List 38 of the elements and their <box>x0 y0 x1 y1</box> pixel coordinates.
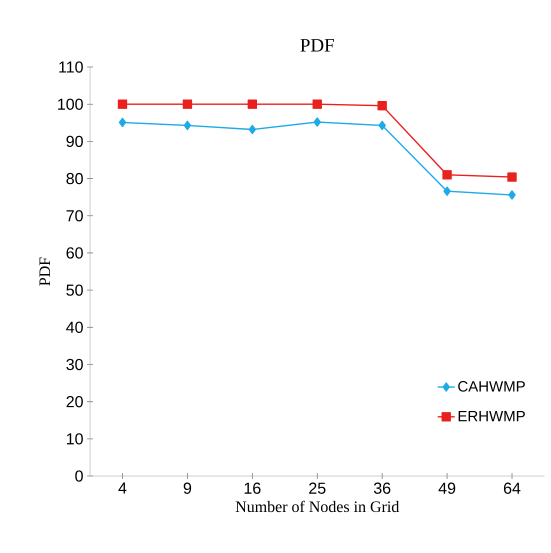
point <box>508 190 516 200</box>
point <box>182 100 192 109</box>
point <box>442 170 452 180</box>
x-tick-label: 36 <box>374 482 390 494</box>
chart-title: PDF <box>300 39 334 52</box>
y-axis-title: PDF <box>40 257 50 286</box>
legend-label: CAHWMP <box>458 381 525 392</box>
point <box>378 120 386 130</box>
x-tick-label: 4 <box>118 482 126 494</box>
legend-label: ERHWMP <box>458 410 525 422</box>
point <box>248 100 258 109</box>
y-tick-label: 20 <box>66 396 83 408</box>
y-tick-label: 100 <box>58 98 83 110</box>
x-tick-label: 49 <box>438 482 456 494</box>
y-tick-label: 0 <box>75 470 83 482</box>
y-tick-label: 70 <box>66 210 83 222</box>
x-tick-label: 16 <box>244 482 261 494</box>
x-tick-label: 64 <box>504 482 520 494</box>
point <box>314 117 321 127</box>
y-tick-label: 90 <box>66 136 83 148</box>
y-tick-label: 110 <box>59 61 83 73</box>
y-tick-label: 50 <box>66 284 83 296</box>
point <box>377 101 387 110</box>
point <box>118 118 126 128</box>
point <box>248 124 256 134</box>
point <box>312 100 322 109</box>
y-tick-label: 80 <box>66 172 83 184</box>
point <box>118 100 128 109</box>
y-tick-label: 30 <box>66 358 83 370</box>
point <box>507 172 517 182</box>
y-tick-label: 40 <box>66 322 83 333</box>
x-axis-title: Number of Nodes in Grid <box>236 500 400 512</box>
y-tick-label: 60 <box>66 247 83 259</box>
point <box>184 120 192 130</box>
x-tick-label: 25 <box>309 482 326 494</box>
x-tick-label: 9 <box>184 482 192 494</box>
point <box>443 186 451 196</box>
y-tick-label: 10 <box>66 433 83 444</box>
